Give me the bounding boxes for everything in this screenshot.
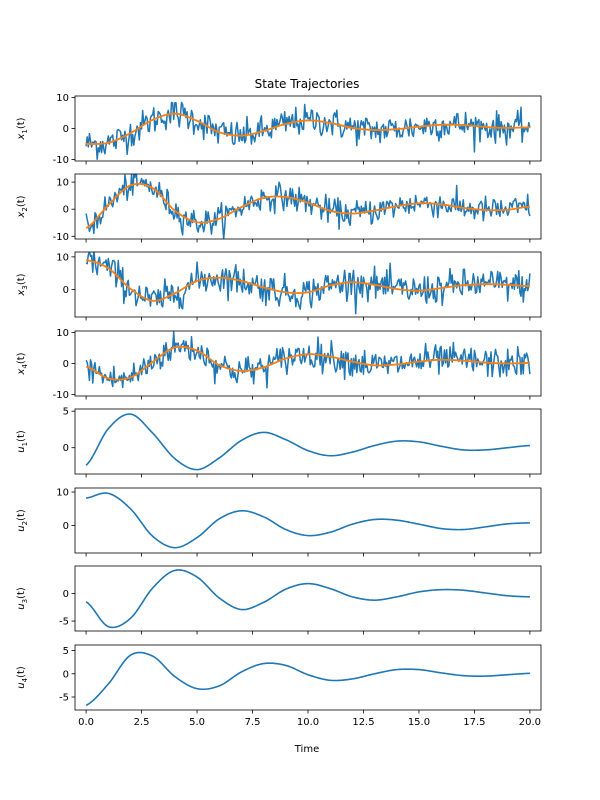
- y-tick-label: 0: [63, 669, 69, 680]
- smooth-series-line: [85, 345, 530, 381]
- control-series-line: [85, 651, 530, 707]
- plot-lines: [85, 492, 530, 549]
- y-tick-label: 0: [63, 589, 69, 600]
- y-axis-label: x2(t): [16, 195, 29, 218]
- plot-lines: [85, 174, 531, 239]
- subplot-u4: -5 0 5 0.0 2.5 5.0 7.5 10.0 12.5 15.0 17.5 20.0 u4(t…: [16, 644, 542, 728]
- x-tick-label: 12.5: [352, 717, 374, 728]
- control-series-line: [85, 413, 530, 471]
- y-tick-label: 0: [63, 443, 69, 454]
- y-tick-label: -10: [53, 390, 69, 401]
- y-tick-label: 0: [63, 285, 69, 296]
- subplot-stack: -10 0 10 x1(t) -10 0 10 x2(t) 0 10 x3(t) -10 0 10 x4(t…: [16, 93, 542, 728]
- y-tick-label: 10: [56, 93, 69, 104]
- y-axis-label: u4(t): [16, 666, 29, 689]
- y-tick-label: 0: [63, 124, 69, 135]
- subplot-x1: -10 0 10 x1(t): [16, 93, 542, 166]
- y-axis-label: x3(t): [16, 273, 29, 296]
- smooth-series-line: [85, 182, 530, 229]
- y-tick-label: 10: [56, 328, 69, 339]
- figure-title: State Trajectories: [255, 77, 360, 91]
- plot-lines: [85, 331, 531, 389]
- subplot-x3: 0 10 x3(t): [16, 251, 542, 321]
- y-tick-label: 10: [56, 488, 69, 499]
- y-tick-label: -10: [53, 155, 69, 166]
- y-tick-label: -5: [59, 693, 69, 704]
- y-axis-label: x4(t): [16, 352, 29, 375]
- y-tick-label: 0: [63, 521, 69, 532]
- y-axis-label: u3(t): [16, 587, 29, 610]
- smooth-series-line: [85, 259, 530, 302]
- y-axis-label: u2(t): [16, 509, 29, 532]
- plot-lines: [85, 101, 531, 160]
- subplot-x2: -10 0 10 x2(t): [16, 173, 542, 243]
- y-tick-label: 5: [63, 646, 69, 657]
- x-tick-label: 2.5: [134, 717, 150, 728]
- subplot-u2: 0 10 u2(t): [16, 488, 542, 557]
- plot-lines: [85, 569, 530, 629]
- x-tick-label: 15.0: [408, 717, 430, 728]
- control-series-line: [85, 569, 530, 629]
- subplot-u1: 0 5 u1(t): [16, 407, 542, 478]
- y-tick-label: 10: [56, 178, 69, 189]
- y-tick-label: 0: [63, 359, 69, 370]
- x-tick-label: 7.5: [245, 717, 261, 728]
- smooth-series-line: [86, 112, 530, 145]
- x-tick-label: 20.0: [519, 717, 541, 728]
- subplot-u3: -5 0 u3(t): [16, 565, 542, 635]
- x-axis-label: Time: [294, 744, 319, 755]
- control-series-line: [85, 492, 530, 549]
- y-axis-label: u1(t): [16, 430, 29, 453]
- subplot-x4: -10 0 10 x4(t): [16, 328, 542, 401]
- plot-lines: [85, 651, 530, 707]
- noisy-series-line: [85, 101, 531, 160]
- y-tick-label: -10: [53, 232, 69, 243]
- y-tick-label: 10: [56, 252, 69, 263]
- x-tick-label: 0.0: [78, 717, 94, 728]
- y-axis-label: x1(t): [16, 117, 29, 140]
- x-tick-label: 10.0: [297, 717, 319, 728]
- noisy-series-line: [85, 252, 531, 315]
- y-tick-label: -5: [59, 617, 69, 628]
- plot-lines: [85, 252, 531, 315]
- plot-lines: [85, 413, 530, 471]
- y-tick-label: 5: [63, 407, 69, 418]
- x-tick-label: 5.0: [189, 717, 205, 728]
- x-tick-label: 17.5: [463, 717, 485, 728]
- y-tick-label: 0: [63, 205, 69, 216]
